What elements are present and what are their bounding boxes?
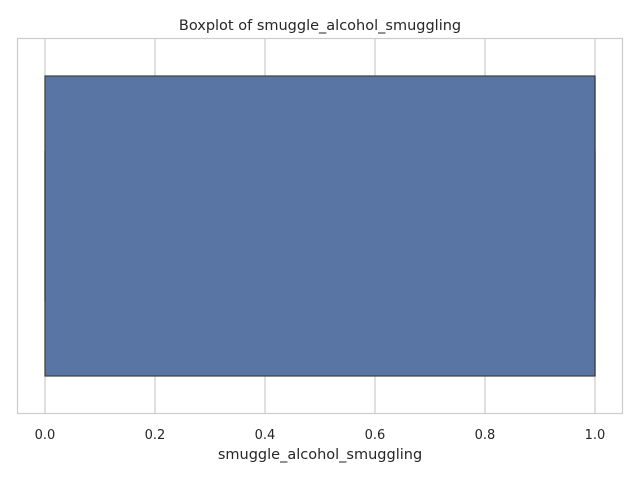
x-axis-label: smuggle_alcohol_smuggling	[218, 447, 422, 463]
box-iqr	[44, 75, 596, 377]
chart-title: Boxplot of smuggle_alcohol_smuggling	[179, 18, 461, 34]
x-tick-label: 0.8	[475, 428, 496, 443]
x-tick-label: 0.0	[35, 428, 56, 443]
x-tick-label: 0.4	[255, 428, 276, 443]
x-tick-label: 1.0	[585, 428, 606, 443]
x-tick-labels: 0.0 0.2 0.4 0.6 0.8 1.0	[35, 428, 606, 443]
x-tick-label: 0.6	[365, 428, 386, 443]
plot-frame	[16, 37, 624, 415]
x-tick-label: 0.2	[145, 428, 166, 443]
box-group	[44, 75, 596, 377]
